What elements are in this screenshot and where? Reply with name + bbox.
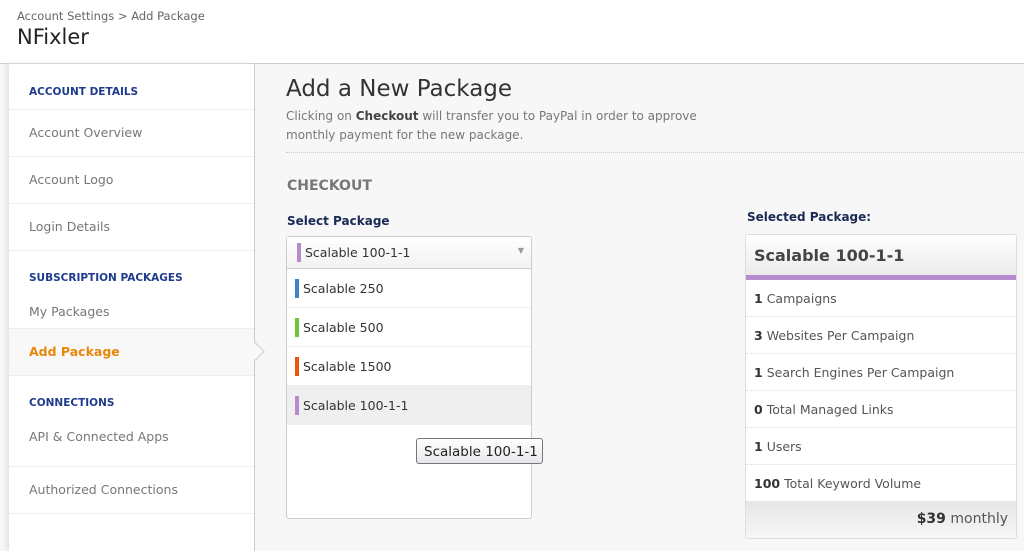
package-price: $39 monthly	[746, 501, 1016, 538]
option-scalable-1500[interactable]: Scalable 1500	[287, 347, 531, 386]
desc-text: Clicking on	[286, 109, 356, 123]
price-amount: $39	[916, 511, 946, 527]
sidebar-item-authorized-connections[interactable]: Authorized Connections	[9, 467, 254, 514]
option-label: Scalable 250	[303, 281, 384, 296]
desc-bold: Checkout	[355, 109, 419, 123]
checkout-heading: CHECKOUT	[287, 178, 372, 194]
select-package-label: Select Package	[287, 214, 390, 228]
section-subscription-packages: SUBSCRIPTION PACKAGES	[29, 272, 183, 284]
option-label: Scalable 500	[303, 320, 384, 335]
sidebar: ACCOUNT DETAILS Account Overview Account…	[9, 64, 255, 551]
dropdown-arrow-icon[interactable]: ▼	[517, 246, 524, 255]
color-swatch	[297, 243, 301, 262]
package-name: Scalable 100-1-1	[746, 235, 1016, 280]
selected-package-label: Selected Package:	[747, 210, 872, 224]
section-connections: CONNECTIONS	[29, 397, 115, 409]
color-swatch	[295, 396, 299, 415]
sidebar-item-my-packages[interactable]: My Packages	[9, 297, 254, 329]
price-period: monthly	[950, 511, 1008, 527]
color-swatch	[295, 318, 299, 337]
divider	[286, 152, 1024, 153]
section-heading: Add a New Package	[286, 76, 513, 102]
feature-row: 100 Total Keyword Volume	[754, 476, 922, 491]
option-scalable-500[interactable]: Scalable 500	[287, 308, 531, 347]
sidebar-item-api-connected-apps[interactable]: API & Connected Apps	[9, 422, 254, 467]
tooltip: Scalable 100-1-1	[416, 438, 543, 464]
feature-row: 1 Search Engines Per Campaign	[746, 354, 1016, 391]
sidebar-item-account-overview[interactable]: Account Overview	[9, 110, 254, 157]
option-label: Scalable 1500	[303, 359, 392, 374]
option-scalable-250[interactable]: Scalable 250	[287, 269, 531, 308]
feature-row: 3 Websites Per Campaign	[746, 317, 1016, 354]
feature-row: 1 Users	[746, 428, 1016, 465]
feature-row: 1 Campaigns	[746, 280, 1016, 317]
color-swatch	[295, 357, 299, 376]
sidebar-item-account-logo[interactable]: Account Logo	[9, 157, 254, 204]
selected-label: Scalable 100-1-1	[305, 245, 411, 260]
option-label: Scalable 100-1-1	[303, 398, 409, 413]
package-card: Scalable 100-1-1 1 Campaigns 3 Websites …	[745, 234, 1017, 539]
sidebar-item-add-package[interactable]: Add Package	[9, 329, 254, 376]
description: Clicking on Checkout will transfer you t…	[286, 107, 746, 145]
page-title: NFixler	[17, 25, 89, 49]
section-account-details: ACCOUNT DETAILS	[9, 64, 254, 110]
breadcrumb: Account Settings > Add Package	[17, 9, 205, 23]
color-swatch	[295, 279, 299, 298]
option-scalable-100-1-1[interactable]: Scalable 100-1-1	[287, 386, 531, 425]
page-header: Account Settings > Add Package NFixler	[0, 0, 1024, 64]
feature-row: 0 Total Managed Links	[746, 391, 1016, 428]
select-current-value[interactable]: Scalable 100-1-1 ▼	[287, 237, 531, 269]
sidebar-item-login-details[interactable]: Login Details	[9, 204, 254, 251]
package-select[interactable]: Scalable 100-1-1 ▼ Scalable 250 Scalable…	[286, 236, 532, 519]
desc-text: will transfer you to PayPal in order to …	[286, 109, 697, 142]
